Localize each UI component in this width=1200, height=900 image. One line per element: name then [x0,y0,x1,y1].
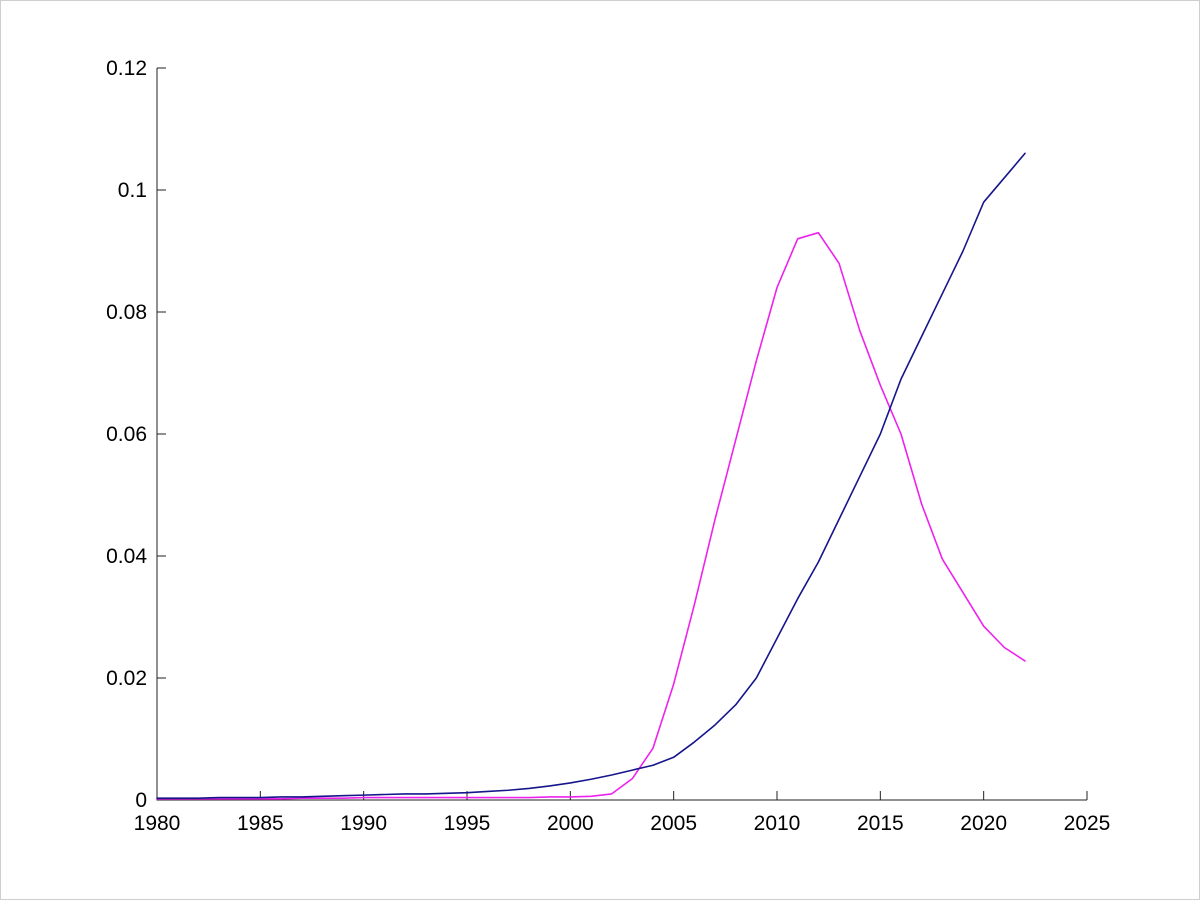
x-tick-label: 1980 [134,812,181,835]
x-tick-label: 2005 [650,812,697,835]
x-tick-label: 1990 [340,812,387,835]
y-tick-label: 0.06 [106,423,147,446]
x-tick-label: 1985 [237,812,284,835]
x-tick-label: 2025 [1064,812,1111,835]
y-tick-label: 0 [135,789,147,812]
series-line-rate-curve-magenta [156,231,1026,800]
y-tick-label: 0.04 [106,545,147,568]
y-tick-label: 0.1 [118,179,147,202]
y-tick-label: 0.02 [106,667,147,690]
x-tick-label: 2000 [547,812,594,835]
x-tick-label: 2010 [754,812,801,835]
series-line-cumulative-curve-navy [156,152,1026,799]
x-tick-label: 2020 [960,812,1007,835]
y-tick-label: 0.12 [106,57,147,80]
x-tick-label: 1995 [444,812,491,835]
y-tick-label: 0.08 [106,301,147,324]
x-tick-label: 2015 [857,812,904,835]
